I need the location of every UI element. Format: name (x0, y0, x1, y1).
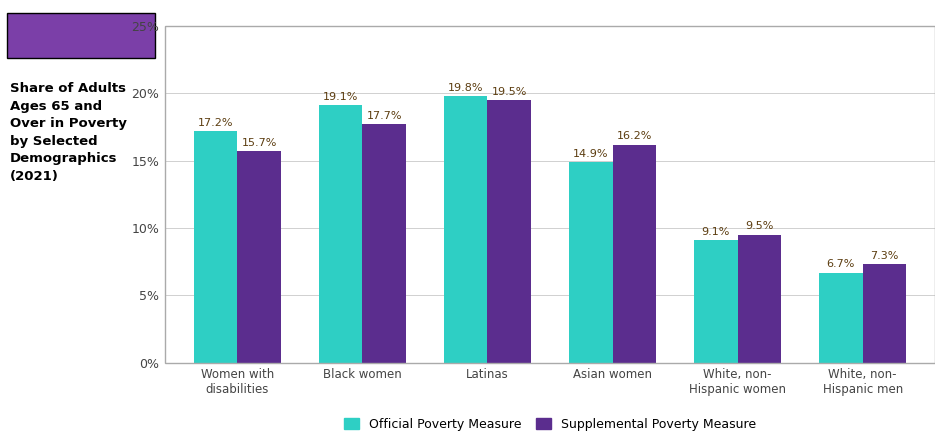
Bar (819, 273, 863, 363)
Text: 15.7%: 15.7% (241, 138, 277, 148)
Bar (363, 124, 406, 363)
Text: 19.8%: 19.8% (448, 83, 483, 92)
Text: FIGURE 2: FIGURE 2 (17, 29, 85, 42)
Bar (738, 235, 782, 363)
Text: 14.9%: 14.9% (573, 149, 609, 159)
Bar (612, 145, 656, 363)
Bar (237, 151, 281, 363)
Bar (863, 264, 906, 363)
Text: 9.5%: 9.5% (745, 222, 773, 232)
Bar (194, 131, 237, 363)
Text: 16.2%: 16.2% (617, 131, 652, 141)
Legend: Official Poverty Measure, Supplemental Poverty Measure: Official Poverty Measure, Supplemental P… (344, 418, 756, 431)
FancyBboxPatch shape (0, 0, 165, 432)
Text: 9.1%: 9.1% (701, 227, 730, 237)
Text: 6.7%: 6.7% (827, 259, 855, 269)
Bar (444, 96, 487, 363)
FancyBboxPatch shape (7, 13, 155, 58)
Bar (319, 105, 363, 363)
Text: 17.2%: 17.2% (197, 118, 233, 128)
Bar (694, 240, 738, 363)
Bar (568, 162, 612, 363)
Text: Share of Adults
Ages 65 and
Over in Poverty
by Selected
Demographics
(2021): Share of Adults Ages 65 and Over in Pove… (10, 82, 127, 183)
Bar (487, 100, 531, 363)
Text: 19.5%: 19.5% (492, 87, 527, 97)
Text: 19.1%: 19.1% (323, 92, 358, 102)
Text: 17.7%: 17.7% (367, 111, 402, 121)
Text: 7.3%: 7.3% (870, 251, 899, 261)
